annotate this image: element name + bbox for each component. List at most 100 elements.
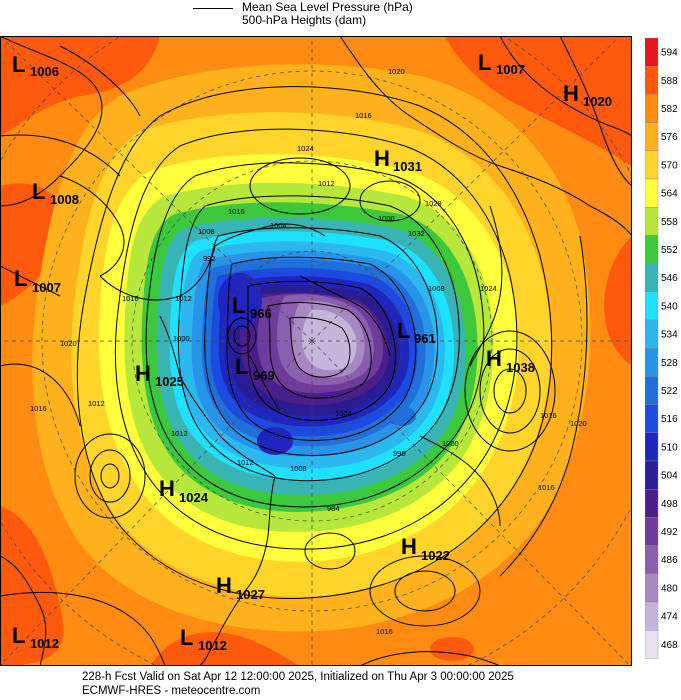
colorbar-swatch <box>645 319 659 349</box>
isobar-label: 992 <box>203 254 216 263</box>
svg-text:H: H <box>401 534 417 559</box>
height-colorbar: 594 588 582 576 570 564 558 552 546 540 534 528 522 5… <box>645 38 678 659</box>
low-center: L 961 <box>397 318 436 346</box>
colorbar-label: 474 <box>661 612 678 623</box>
colorbar-swatch <box>645 206 659 236</box>
colorbar-swatch <box>645 38 659 67</box>
high-center: H 1031 <box>374 146 422 174</box>
colorbar-label: 594 <box>661 48 678 59</box>
isobar-label: 1008 <box>290 464 307 473</box>
coastlines <box>0 36 632 666</box>
colorbar-label: 552 <box>661 245 678 256</box>
weather-map: 1016 1020 1024 1012 1016 1008 1004 1000 … <box>0 36 632 666</box>
svg-text:H: H <box>216 573 232 598</box>
colorbar-swatch <box>645 404 659 434</box>
svg-text:1008: 1008 <box>50 192 79 207</box>
isobar-label: 1028 <box>425 199 442 208</box>
forecast-valid-text: 228-h Fcst Valid on Sat Apr 12 12:00:00 … <box>82 671 514 683</box>
high-center: H 1038 <box>486 346 535 375</box>
isobar-label: 984 <box>327 504 340 513</box>
svg-text:1006: 1006 <box>30 64 59 79</box>
colorbar-label: 528 <box>661 358 678 369</box>
svg-text:966: 966 <box>250 306 272 321</box>
lat-lon-grid <box>0 36 632 666</box>
svg-text:L: L <box>14 266 27 291</box>
isobar-label: 1004 <box>335 409 352 418</box>
isobars <box>0 36 632 666</box>
colorbar-label: 504 <box>661 471 678 482</box>
svg-text:1027: 1027 <box>236 587 265 602</box>
svg-text:1007: 1007 <box>496 62 525 77</box>
colorbar-label: 516 <box>661 414 678 425</box>
isobar-label: 1008 <box>198 227 215 236</box>
colorbar-swatch <box>645 376 659 405</box>
colorbar-label: 534 <box>661 330 678 341</box>
isobar-label: 1012 <box>171 429 188 438</box>
svg-text:H: H <box>486 346 502 371</box>
colorbar-swatch <box>645 601 659 631</box>
isobar-label: 1016 <box>540 411 557 420</box>
legend-mslp-label: Mean Sea Level Pressure (hPa) <box>242 0 413 14</box>
svg-text:1038: 1038 <box>506 360 535 375</box>
colorbar-swatch <box>645 66 659 95</box>
colorbar-swatch <box>645 122 659 151</box>
svg-text:1007: 1007 <box>32 280 61 295</box>
svg-text:1020: 1020 <box>583 94 612 109</box>
colorbar-label: 498 <box>661 499 678 510</box>
low-center: L 1007 <box>14 266 61 295</box>
isobar-label: 1012 <box>88 399 105 408</box>
colorbar-label: 564 <box>661 189 678 200</box>
isobar-label: 1020 <box>388 67 405 76</box>
isobar-label: 1008 <box>428 284 445 293</box>
map-frame <box>0 36 632 666</box>
colorbar-label: 588 <box>661 76 678 87</box>
isobar-label: 1016 <box>122 294 139 303</box>
colorbar-label: 576 <box>661 132 678 143</box>
svg-text:H: H <box>563 81 579 106</box>
high-center: H 1024 <box>159 476 209 505</box>
source-credit: ECMWF-HRES - meteocentre.com <box>82 685 261 697</box>
svg-text:H: H <box>135 361 151 386</box>
low-center: L 1007 <box>478 50 525 77</box>
colorbar-label: 582 <box>661 104 678 115</box>
isobar-label: 1024 <box>297 144 314 153</box>
isobar-label: 1024 <box>480 284 497 293</box>
svg-text:1012: 1012 <box>198 638 227 653</box>
svg-text:1012: 1012 <box>30 636 59 651</box>
colorbar-label: 540 <box>661 301 678 312</box>
isobar-label: 1016 <box>228 207 245 216</box>
high-center: H 1025 <box>135 361 184 389</box>
colorbar-label: 522 <box>661 386 678 397</box>
svg-text:1025: 1025 <box>155 374 184 389</box>
colorbar-swatch <box>645 489 659 518</box>
isobar-label: 1020 <box>570 419 587 428</box>
colorbar-label: 546 <box>661 273 678 284</box>
colorbar-label: 570 <box>661 160 678 171</box>
isobar-label: 1000 <box>173 334 190 343</box>
isobar-labels: 1016 1020 1024 1012 1016 1008 1004 1000 … <box>30 67 587 636</box>
svg-text:L: L <box>12 52 25 77</box>
colorbar-swatch <box>645 432 659 462</box>
isobar-label: 996 <box>393 449 406 458</box>
isobar-label: 1012 <box>237 458 254 467</box>
colorbar-swatch <box>645 517 659 546</box>
svg-text:L: L <box>235 354 248 379</box>
map-legend: Mean Sea Level Pressure (hPa) 500-hPa He… <box>0 0 681 36</box>
colorbar-swatch <box>645 263 659 293</box>
warm-blob-south <box>430 637 474 661</box>
isobar-legend-line <box>193 8 233 9</box>
svg-text:L: L <box>232 293 245 318</box>
height-field-588 <box>0 36 632 666</box>
svg-text:969: 969 <box>253 368 275 383</box>
svg-text:L: L <box>32 179 45 204</box>
low-center: L 1012 <box>12 623 59 651</box>
colorbar-swatch <box>645 150 659 180</box>
colorbar-swatch <box>645 178 659 208</box>
svg-text:1024: 1024 <box>179 490 209 505</box>
svg-text:H: H <box>159 476 175 501</box>
isobar-label: 1004 <box>270 221 287 230</box>
colorbar-label: 486 <box>661 555 678 566</box>
low-center: L 1012 <box>180 625 227 653</box>
isobar-label: 1012 <box>318 179 335 188</box>
colorbar-swatch <box>645 291 659 321</box>
